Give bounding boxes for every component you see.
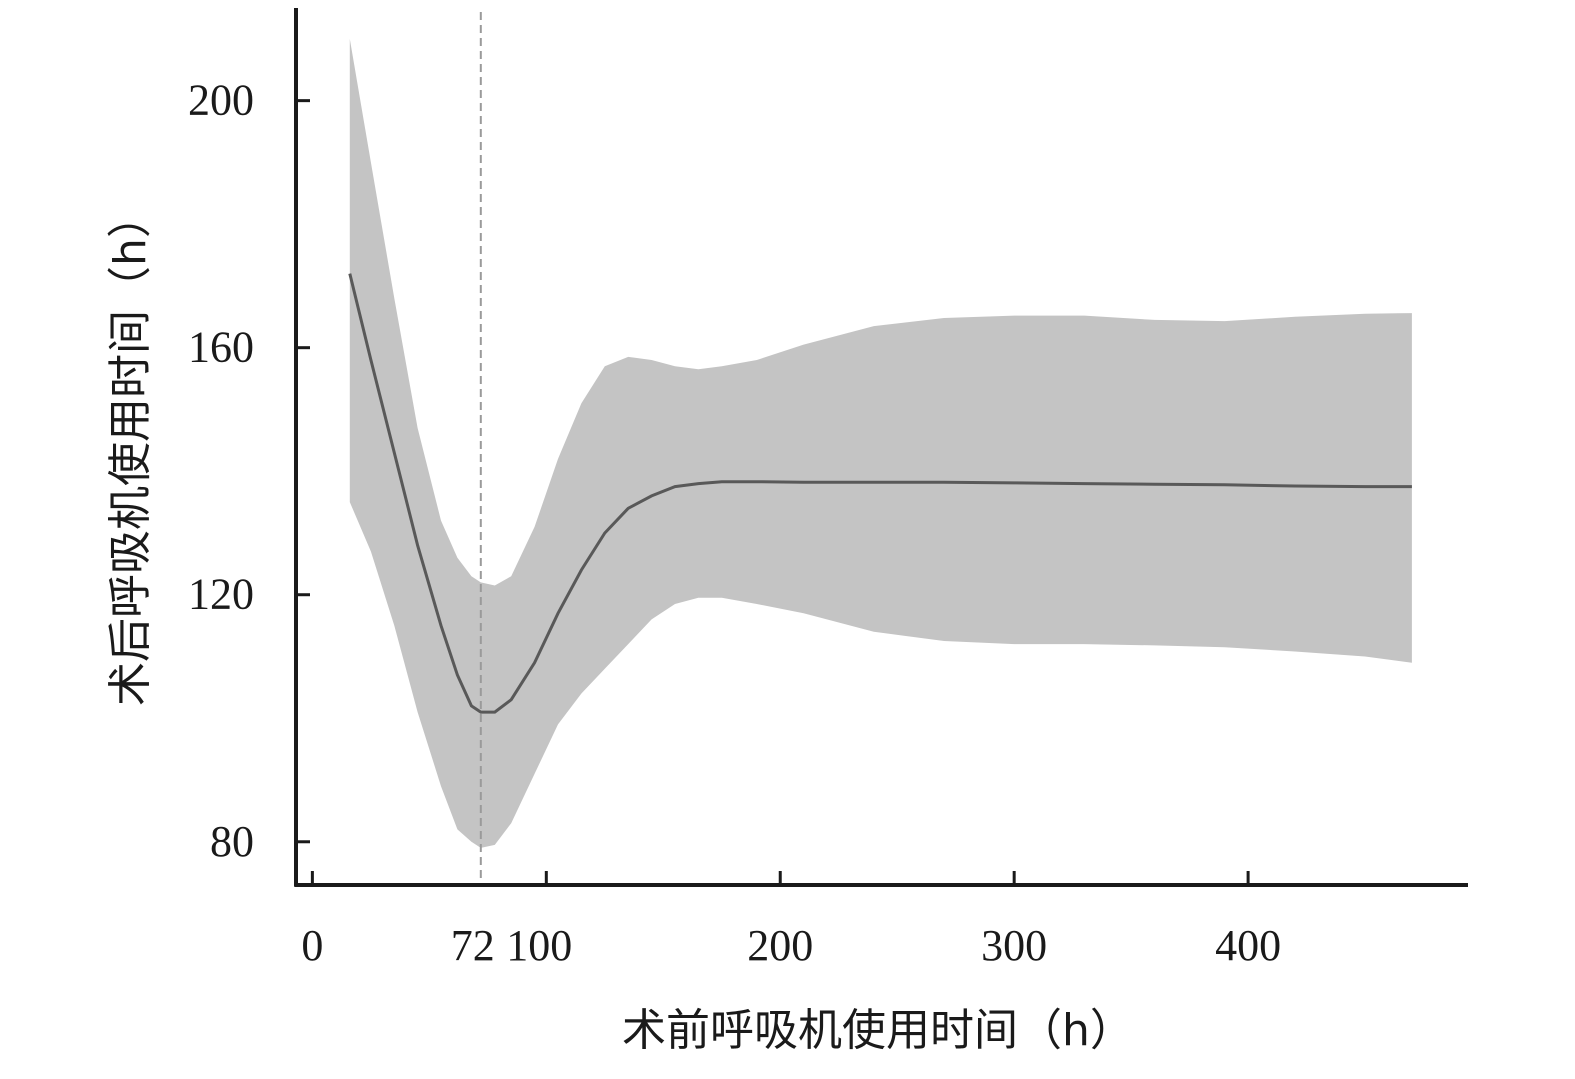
y-tick-label: 160 bbox=[188, 323, 254, 372]
fitted-line bbox=[348, 273, 1412, 714]
confidence-band-layer bbox=[349, 38, 1412, 848]
fitted-line-layer bbox=[348, 273, 1412, 714]
labels-layer: 术前呼吸机使用时间（h） 术后呼吸机使用时间（h） bbox=[105, 194, 1134, 1056]
x-tick-label: 200 bbox=[747, 921, 813, 970]
y-tick-label: 120 bbox=[188, 570, 254, 619]
x-tick-label: 0 bbox=[301, 921, 323, 970]
x-tick-label: 300 bbox=[981, 921, 1047, 970]
y-tick-label: 80 bbox=[210, 817, 254, 866]
x-tick-label: 72 bbox=[451, 921, 495, 970]
confidence-band bbox=[349, 38, 1412, 848]
y-axis-title: 术后呼吸机使用时间（h） bbox=[105, 194, 156, 706]
x-tick-label: 100 bbox=[506, 921, 572, 970]
axes-layer: 80 120 160 200 0 72 100 200 300 400 bbox=[188, 8, 1468, 970]
y-tick-label: 200 bbox=[188, 76, 254, 125]
x-axis-title: 术前呼吸机使用时间（h） bbox=[622, 1005, 1134, 1056]
x-tick-label: 400 bbox=[1215, 921, 1281, 970]
